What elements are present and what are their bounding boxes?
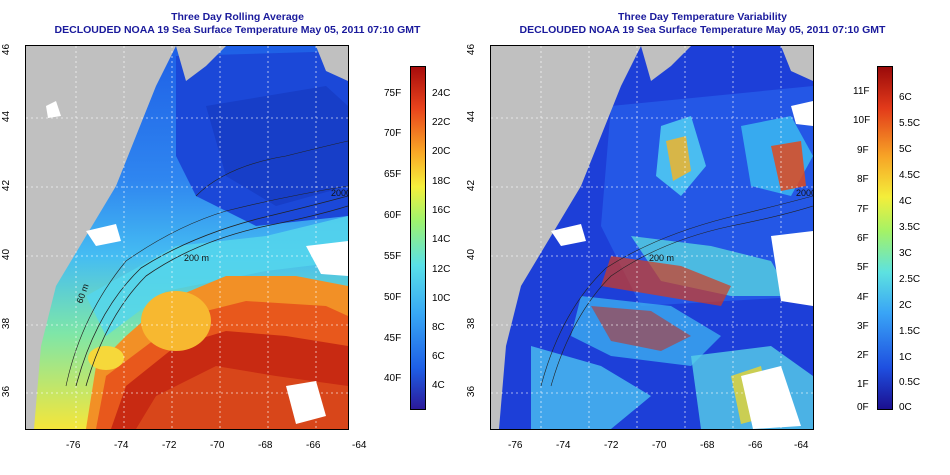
y-tick-label: 42 xyxy=(466,179,478,192)
colorbar-label-c: 4C xyxy=(432,380,445,391)
y-tick-label: 40 xyxy=(466,248,478,261)
panel-title: Three Day Rolling Average xyxy=(171,11,304,23)
colorbar-label-f: 7F xyxy=(857,204,869,215)
x-tick-label: -68 xyxy=(700,440,715,451)
x-tick-label: -72 xyxy=(162,440,177,451)
colorbar-label-f: 55F xyxy=(384,251,402,262)
colorbar-label-c: 0C xyxy=(899,402,912,413)
colorbar-label-f: 75F xyxy=(384,88,402,99)
colorbar-label-f: 8F xyxy=(857,174,869,185)
x-tick-label: -70 xyxy=(652,440,667,451)
x-tick-label: -70 xyxy=(210,440,225,451)
contour-label: 2000 m xyxy=(331,188,348,198)
x-tick-label: -74 xyxy=(114,440,129,451)
colorbar-label-c: 8C xyxy=(432,322,445,333)
colorbar-label-f: 6F xyxy=(857,233,869,244)
y-tick-label: 40 xyxy=(1,248,13,261)
colorbar-label-c: 24C xyxy=(432,88,451,99)
colorbar-label-c: 1C xyxy=(899,352,912,363)
x-tick-label: -68 xyxy=(258,440,273,451)
colorbar-label-f: 45F xyxy=(384,333,402,344)
sst-colorbar xyxy=(410,66,426,410)
colorbar-label-c: 2C xyxy=(899,300,912,311)
colorbar-label-f: 65F xyxy=(384,169,402,180)
colorbar-label-c: 2.5C xyxy=(899,274,921,285)
colorbar-label-c: 5C xyxy=(899,144,912,155)
x-tick-label: -66 xyxy=(748,440,763,451)
colorbar-label-c: 5.5C xyxy=(899,118,921,129)
y-tick-label: 42 xyxy=(1,179,13,192)
y-tick-label: 38 xyxy=(466,317,478,330)
y-tick-label: 46 xyxy=(1,43,13,56)
colorbar-label-c: 18C xyxy=(432,176,451,187)
y-tick-label: 36 xyxy=(466,385,478,398)
x-tick-label: -76 xyxy=(508,440,523,451)
colorbar-label-f: 1F xyxy=(857,379,869,390)
colorbar-label-c: 1.5C xyxy=(899,326,921,337)
y-tick-label: 44 xyxy=(1,110,13,123)
y-tick-label: 38 xyxy=(1,317,13,330)
variability-colorbar xyxy=(877,66,893,410)
x-tick-label: -76 xyxy=(66,440,81,451)
contour-label: 200 m xyxy=(184,253,209,263)
colorbar-label-f: 0F xyxy=(857,402,869,413)
sst-variability-panel: Three Day Temperature Variability DECLOU… xyxy=(465,0,940,475)
colorbar-label-c: 4C xyxy=(899,196,912,207)
x-tick-label: -64 xyxy=(352,440,367,451)
colorbar-label-c: 6C xyxy=(899,92,912,103)
colorbar-label-f: 70F xyxy=(384,128,402,139)
colorbar-label-f: 2F xyxy=(857,350,869,361)
colorbar-label-f: 9F xyxy=(857,145,869,156)
colorbar-label-f: 50F xyxy=(384,292,402,303)
colorbar-label-c: 3C xyxy=(899,248,912,259)
colorbar-label-c: 6C xyxy=(432,351,445,362)
sst-variability-map: 2000 m 200 m xyxy=(490,45,814,430)
x-tick-label: -74 xyxy=(556,440,571,451)
colorbar-label-f: 11F xyxy=(853,86,870,97)
panel-subtitle: DECLOUDED NOAA 19 Sea Surface Temperatur… xyxy=(519,24,886,36)
colorbar-label-c: 10C xyxy=(432,293,451,304)
colorbar-label-c: 3.5C xyxy=(899,222,921,233)
colorbar-label-f: 5F xyxy=(857,262,869,273)
colorbar-label-c: 12C xyxy=(432,264,451,275)
x-tick-label: -64 xyxy=(794,440,809,451)
x-tick-label: -72 xyxy=(604,440,619,451)
colorbar-label-f: 4F xyxy=(857,292,869,303)
colorbar-label-f: 60F xyxy=(384,210,402,221)
colorbar-label-f: 40F xyxy=(384,373,402,384)
sst-average-map: 2000 m 200 m 60 m xyxy=(25,45,349,430)
y-tick-label: 36 xyxy=(1,385,13,398)
y-tick-label: 44 xyxy=(466,110,478,123)
colorbar-label-c: 16C xyxy=(432,205,451,216)
colorbar-label-c: 14C xyxy=(432,234,451,245)
colorbar-label-f: 10F xyxy=(853,115,871,126)
panel-title: Three Day Temperature Variability xyxy=(617,11,788,23)
contour-label: 200 m xyxy=(649,253,674,263)
colorbar-label-c: 0.5C xyxy=(899,377,921,388)
colorbar-label-c: 20C xyxy=(432,146,451,157)
contour-label: 2000 m xyxy=(796,188,813,198)
colorbar-label-c: 4.5C xyxy=(899,170,921,181)
panel-subtitle: DECLOUDED NOAA 19 Sea Surface Temperatur… xyxy=(54,24,421,36)
colorbar-label-f: 3F xyxy=(857,321,869,332)
x-tick-label: -66 xyxy=(306,440,321,451)
y-tick-label: 46 xyxy=(466,43,478,56)
colorbar-label-c: 22C xyxy=(432,117,451,128)
sst-average-panel: Three Day Rolling Average DECLOUDED NOAA… xyxy=(1,11,451,451)
